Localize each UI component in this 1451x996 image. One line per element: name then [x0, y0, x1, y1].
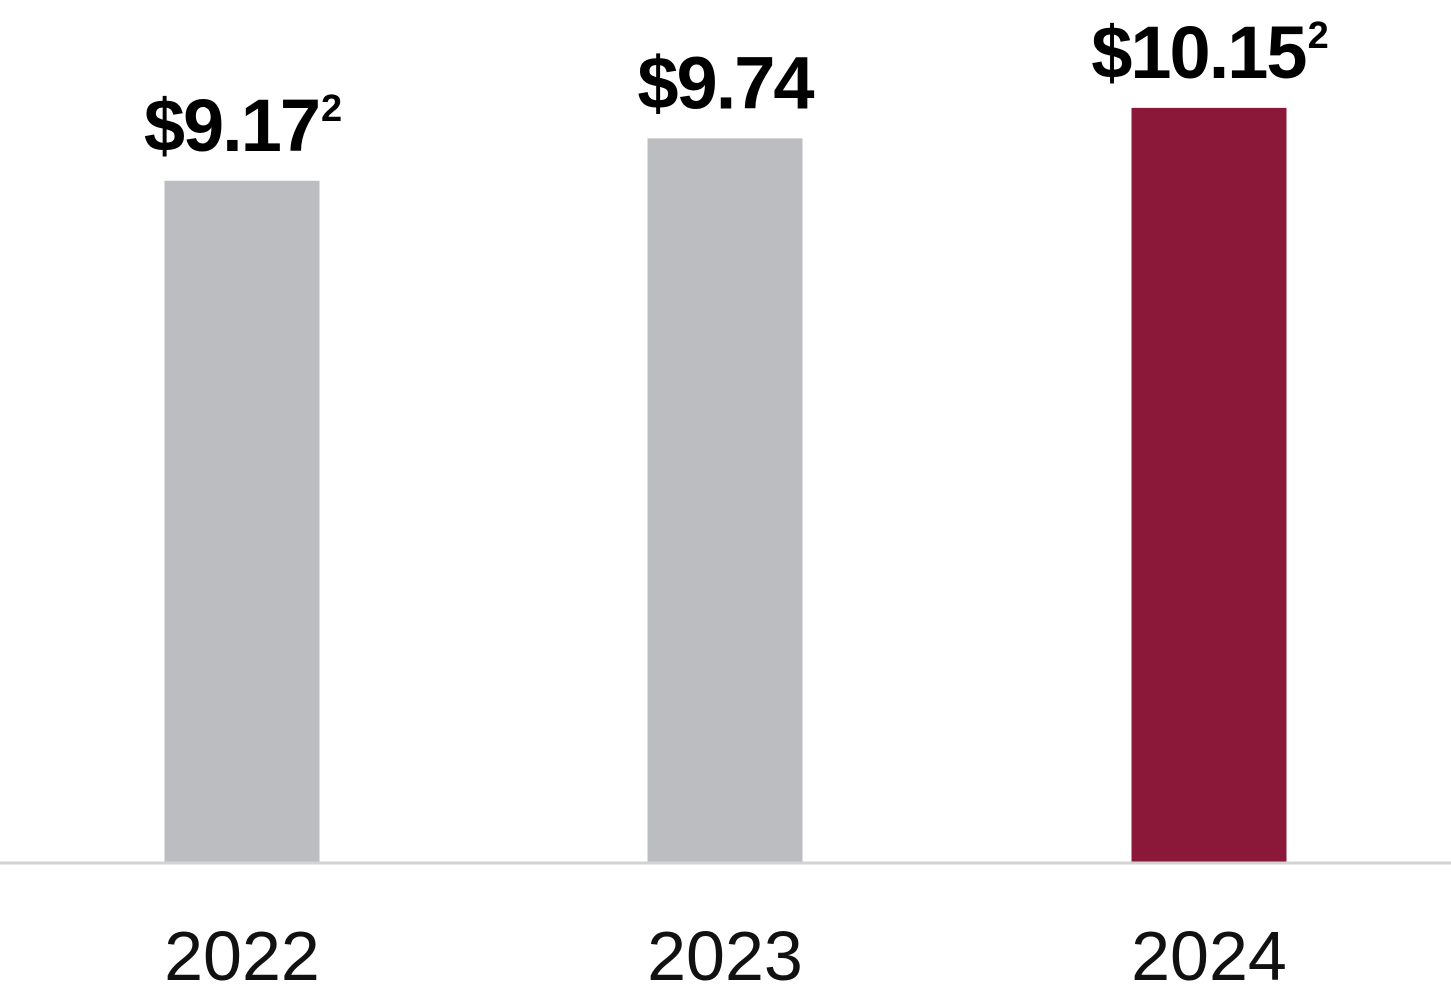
- value-label-2024: $10.152: [1091, 11, 1327, 94]
- bar-2023: [647, 138, 803, 864]
- category-label-2022: 2022: [164, 917, 320, 995]
- bar-2022: [164, 180, 320, 863]
- value-labels-group: $9.172 $9.74 $10.152: [144, 11, 1330, 167]
- value-label-text: $9.74: [637, 41, 814, 124]
- bars-group: [164, 107, 1287, 864]
- bar-2024: [1131, 107, 1287, 863]
- footnote-mark: 2: [1308, 15, 1328, 57]
- value-label-text: $10.15: [1091, 11, 1306, 94]
- value-label-2023: $9.74: [637, 41, 814, 124]
- category-label-2023: 2023: [647, 917, 803, 995]
- category-labels-group: 2022 2023 2024: [164, 917, 1287, 995]
- value-label-text: $9.17: [144, 84, 319, 167]
- footnote-mark: 2: [321, 88, 341, 130]
- value-label-2022: $9.172: [144, 84, 341, 167]
- category-label-2024: 2024: [1131, 917, 1287, 995]
